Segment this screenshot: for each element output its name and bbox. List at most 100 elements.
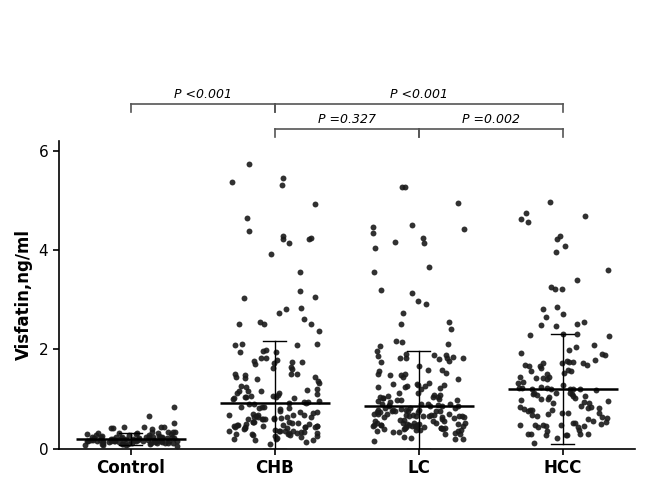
Point xyxy=(415,426,425,434)
Point xyxy=(255,318,266,326)
Point xyxy=(560,431,571,439)
Point xyxy=(384,402,395,410)
Point xyxy=(449,414,460,422)
Point xyxy=(513,379,523,387)
Point xyxy=(253,411,263,419)
Point xyxy=(258,422,268,430)
Point xyxy=(515,373,525,381)
Point xyxy=(565,389,575,397)
Point xyxy=(515,421,525,429)
Point xyxy=(111,433,122,441)
Point xyxy=(280,427,290,434)
Point xyxy=(413,381,423,389)
Point xyxy=(450,403,460,411)
Point xyxy=(172,437,182,445)
Point xyxy=(594,409,604,417)
Point xyxy=(383,392,393,400)
Point xyxy=(597,413,607,421)
Point xyxy=(87,432,98,440)
Point xyxy=(433,401,443,409)
Point xyxy=(309,201,320,209)
Point xyxy=(147,428,157,436)
Point xyxy=(302,398,313,406)
Point xyxy=(603,397,613,404)
Point xyxy=(268,415,279,423)
Point xyxy=(408,411,419,419)
Point xyxy=(309,293,320,301)
Point xyxy=(250,360,260,368)
Point xyxy=(588,417,598,425)
Point xyxy=(232,421,242,429)
Point xyxy=(229,434,239,442)
Point xyxy=(295,268,306,276)
Point xyxy=(434,395,444,403)
Point xyxy=(231,389,242,397)
Point xyxy=(426,411,436,419)
Point xyxy=(406,434,416,442)
Point xyxy=(80,441,90,449)
Point xyxy=(541,427,552,434)
Point xyxy=(292,370,302,378)
Point xyxy=(414,420,424,428)
Point xyxy=(579,399,590,406)
Point xyxy=(170,428,180,435)
Point xyxy=(547,406,558,414)
Point xyxy=(374,368,384,375)
Point xyxy=(382,410,392,418)
Point xyxy=(541,431,551,439)
Point xyxy=(373,369,384,377)
Point xyxy=(453,375,463,383)
Point xyxy=(248,413,259,421)
Point xyxy=(439,417,449,425)
Point xyxy=(268,392,278,400)
Point xyxy=(120,441,131,449)
Point xyxy=(235,348,245,356)
Point xyxy=(369,268,379,276)
Point xyxy=(578,359,588,367)
Point xyxy=(443,340,454,348)
Point xyxy=(157,438,167,446)
Point xyxy=(314,379,324,387)
Point xyxy=(395,416,406,424)
Point xyxy=(413,408,423,416)
Point xyxy=(396,371,406,379)
Point xyxy=(562,409,573,417)
Point xyxy=(372,427,382,435)
Point xyxy=(284,399,294,406)
Point xyxy=(541,374,552,382)
Point xyxy=(307,409,318,417)
Point xyxy=(110,436,120,444)
Point xyxy=(244,160,254,168)
Point xyxy=(240,383,251,391)
Point xyxy=(419,423,430,430)
Point xyxy=(517,384,527,392)
Point xyxy=(126,439,136,447)
Point xyxy=(240,393,250,401)
Point xyxy=(300,423,310,431)
Point xyxy=(86,436,96,444)
Point xyxy=(368,223,378,231)
Text: P =0.002: P =0.002 xyxy=(462,113,520,126)
Point xyxy=(233,421,244,429)
Point xyxy=(150,438,160,446)
Point xyxy=(422,367,433,374)
Point xyxy=(287,366,297,373)
Point xyxy=(267,365,278,372)
Point xyxy=(563,366,573,373)
Point xyxy=(287,420,297,428)
Point xyxy=(292,341,303,349)
Point xyxy=(106,424,116,431)
Point xyxy=(306,320,316,328)
Point xyxy=(436,424,446,432)
Point xyxy=(589,340,599,348)
Point xyxy=(413,362,424,370)
Point xyxy=(235,402,246,410)
Point xyxy=(312,386,322,394)
Point xyxy=(372,397,383,404)
Point xyxy=(144,433,154,441)
Point xyxy=(237,339,248,347)
Point xyxy=(402,382,413,390)
Point xyxy=(572,330,582,338)
Point xyxy=(527,406,538,414)
Point xyxy=(229,395,239,402)
